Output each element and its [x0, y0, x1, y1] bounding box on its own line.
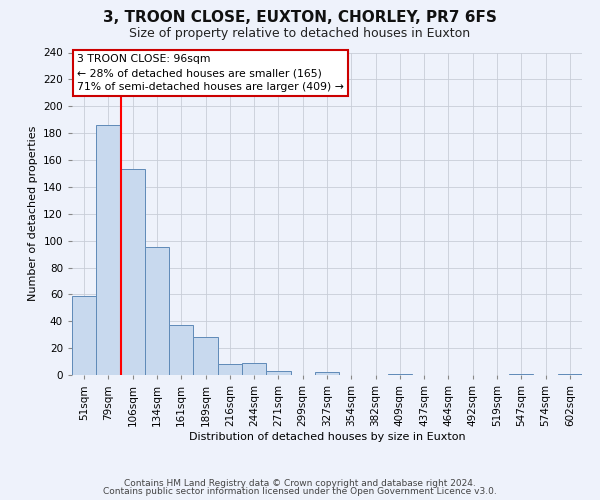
Text: Contains HM Land Registry data © Crown copyright and database right 2024.: Contains HM Land Registry data © Crown c…	[124, 478, 476, 488]
Bar	[509, 374, 533, 375]
Bar	[266, 371, 290, 375]
Bar	[169, 326, 193, 375]
Bar	[218, 364, 242, 375]
Bar	[193, 338, 218, 375]
Bar	[121, 170, 145, 375]
Bar	[388, 374, 412, 375]
Bar	[558, 374, 582, 375]
Text: 3 TROON CLOSE: 96sqm
← 28% of detached houses are smaller (165)
71% of semi-deta: 3 TROON CLOSE: 96sqm ← 28% of detached h…	[77, 54, 344, 92]
Bar	[72, 296, 96, 375]
Bar	[96, 125, 121, 375]
Bar	[145, 248, 169, 375]
Text: Contains public sector information licensed under the Open Government Licence v3: Contains public sector information licen…	[103, 487, 497, 496]
Bar	[315, 372, 339, 375]
Bar	[242, 363, 266, 375]
Text: Size of property relative to detached houses in Euxton: Size of property relative to detached ho…	[130, 28, 470, 40]
X-axis label: Distribution of detached houses by size in Euxton: Distribution of detached houses by size …	[188, 432, 466, 442]
Y-axis label: Number of detached properties: Number of detached properties	[28, 126, 38, 302]
Text: 3, TROON CLOSE, EUXTON, CHORLEY, PR7 6FS: 3, TROON CLOSE, EUXTON, CHORLEY, PR7 6FS	[103, 10, 497, 25]
